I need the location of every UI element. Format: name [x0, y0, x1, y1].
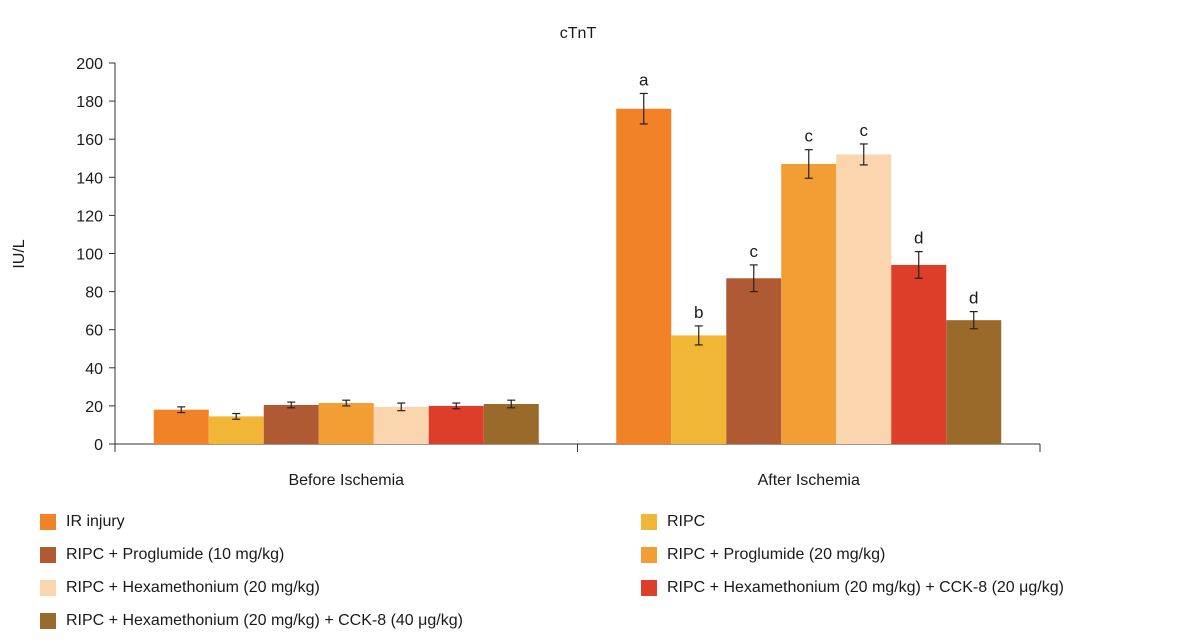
y-tick-label: 100 — [76, 247, 103, 264]
y-tick-label: 60 — [85, 323, 103, 340]
bar — [946, 320, 1002, 444]
y-tick-label: 200 — [76, 56, 103, 73]
bar — [263, 404, 319, 444]
y-tick-label: 140 — [76, 170, 103, 187]
bars — [153, 108, 1002, 444]
significance-letter: b — [694, 303, 703, 322]
legend-item: RIPC — [641, 511, 705, 533]
legend-swatch — [641, 547, 657, 563]
legend-item: IR injury — [40, 511, 125, 533]
significance-letter: d — [969, 289, 978, 308]
bar — [373, 406, 429, 444]
bar — [891, 264, 947, 444]
legend-swatch — [641, 580, 657, 596]
bar — [836, 154, 892, 444]
legend-label: RIPC + Proglumide (20 mg/kg) — [667, 546, 886, 563]
bar — [153, 409, 209, 444]
legend-item: RIPC + Proglumide (20 mg/kg) — [641, 544, 885, 566]
legend-item: RIPC + Hexamethonium (20 mg/kg) + CCK-8 … — [40, 610, 463, 632]
legend-label: RIPC — [667, 513, 706, 530]
x-category-label: Before Ischemia — [288, 472, 404, 489]
x-category-label: After Ischemia — [758, 472, 860, 489]
significance-letter: c — [750, 242, 759, 261]
legend-item: RIPC + Hexamethonium (20 mg/kg) — [40, 577, 320, 599]
bar — [781, 163, 837, 444]
significance-letter: a — [639, 70, 649, 89]
legend-swatch — [40, 514, 56, 530]
legend-item: RIPC + Hexamethonium (20 mg/kg) + CCK-8 … — [641, 577, 1064, 599]
legend-swatch — [40, 547, 56, 563]
error-bars — [177, 92, 978, 420]
legend-label: RIPC + Hexamethonium (20 mg/kg) + CCK-8 … — [66, 612, 463, 629]
legend-label: RIPC + Hexamethonium (20 mg/kg) + CCK-8 … — [667, 579, 1064, 596]
chart-title: cTnT — [560, 25, 597, 42]
bar — [616, 108, 672, 444]
y-tick-label: 20 — [85, 399, 103, 416]
y-tick-label: 80 — [85, 285, 103, 302]
significance-letter: c — [860, 121, 869, 140]
y-axis-label: IU/L — [11, 239, 28, 268]
legend-swatch — [40, 613, 56, 629]
y-tick-label: 160 — [76, 132, 103, 149]
y-tick-label: 180 — [76, 94, 103, 111]
y-tick-label: 120 — [76, 208, 103, 225]
bar — [726, 278, 782, 444]
y-tick-label: 40 — [85, 361, 103, 378]
bar — [318, 403, 374, 444]
bar — [671, 335, 727, 444]
legend-swatch — [641, 514, 657, 530]
legend-swatch — [40, 580, 56, 596]
significance-letter: c — [805, 127, 814, 146]
legend-label: RIPC + Hexamethonium (20 mg/kg) — [66, 579, 320, 596]
legend-item: RIPC + Proglumide (10 mg/kg) — [40, 544, 284, 566]
y-tick-label: 0 — [94, 437, 103, 454]
bar — [208, 416, 264, 444]
significance-labels: a b c c c d d — [639, 70, 978, 321]
bar — [483, 403, 539, 444]
legend-label: IR injury — [66, 513, 125, 530]
bar — [428, 405, 484, 444]
significance-letter: d — [914, 229, 923, 248]
legend-label: RIPC + Proglumide (10 mg/kg) — [66, 546, 285, 563]
